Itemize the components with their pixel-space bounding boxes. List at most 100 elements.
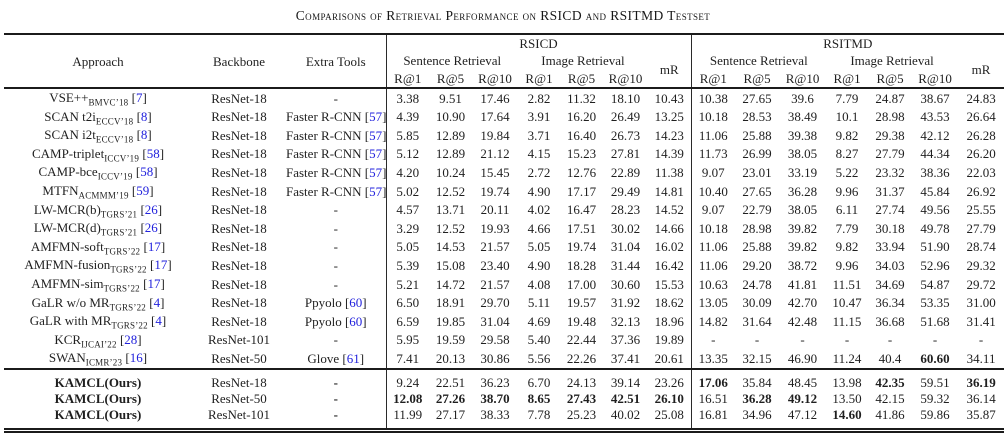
metric-cell: - (887, 332, 893, 348)
citation-link[interactable]: 26 (144, 220, 158, 236)
approach-venue: TGRS’22 (111, 320, 148, 331)
citation-link[interactable]: 57 (369, 164, 383, 180)
approach-venue: TGRS’22 (110, 264, 147, 275)
approach-venue: TGRS’22 (109, 302, 146, 313)
metric-cell: 12.08 (385, 390, 429, 407)
approach-cell: LW-MCR(d)TGRS’21 [26] (33, 220, 163, 238)
table-row: AMFMN-simTGRS’22 [17] ResNet-18 - 5.21 14.72… (4, 274, 1004, 294)
approach-venue: TGRS’22 (103, 283, 140, 294)
citation-link[interactable]: 16 (129, 350, 143, 366)
table-row: GaLR with MRTGRS’22 [4] ResNet-18 Ppyolo [… (4, 312, 1004, 331)
metric-cell: 18.62 (654, 295, 684, 311)
paper-table-figure: Comparisons of Retrieval Performance on … (4, 8, 1005, 433)
metric-cell: 27.17 (435, 406, 466, 422)
backbone-cell: ResNet-18 (211, 257, 267, 273)
metric-cell: 36.19 (966, 374, 996, 390)
metric-cell: 25.88 (742, 127, 772, 143)
metric-cell: 26.10 (654, 390, 684, 406)
subheader-rsicd-mr: mR (659, 62, 679, 77)
metric-cell: 24.78 (742, 276, 772, 292)
approach-venue: TGRS’21 (100, 227, 138, 238)
metric-cell: 45.84 (920, 183, 950, 199)
citation-link[interactable]: 58 (146, 145, 160, 161)
metric-cell: 38.05 (787, 202, 818, 218)
citation-link[interactable]: 8 (140, 108, 148, 124)
citation-link[interactable]: 4 (153, 294, 161, 310)
metric-cell: 27.43 (566, 390, 597, 406)
citation-link[interactable]: 57 (369, 146, 383, 162)
metric-cell: 29.70 (480, 295, 510, 311)
citation-link[interactable]: 59 (136, 182, 150, 198)
metric-cell: 17.00 (566, 276, 597, 292)
col-header-extra-tools: Extra Tools (305, 53, 366, 69)
citation-link[interactable]: 17 (147, 275, 161, 291)
metric-cell: - (844, 332, 850, 348)
extra-tools-cell: Faster R-CNN [57] (286, 183, 386, 199)
backbone-cell: ResNet-18 (211, 239, 267, 255)
approach-cell: KAMCL(Ours) (4, 391, 192, 407)
metric-cell: 22.79 (742, 202, 772, 218)
metric-cell: 23.40 (480, 257, 510, 273)
metric-cell: 44.34 (920, 146, 950, 162)
backbone-cell: ResNet-18 (211, 164, 267, 180)
citation-link[interactable]: 17 (147, 238, 161, 254)
header-row-subgroups: Sentence Retrieval Image Retrieval mR Se… (4, 52, 1004, 77)
citation-link[interactable]: 57 (369, 183, 383, 199)
metric-cell: 25.23 (566, 406, 597, 422)
citation-link[interactable]: 57 (369, 109, 383, 125)
metric-cell: 10.24 (435, 164, 466, 180)
citation-link[interactable]: 61 (346, 350, 360, 366)
approach-venue: TGRS’22 (103, 246, 141, 257)
metric-cell: 42.51 (610, 390, 641, 406)
citation-link[interactable]: 17 (154, 257, 168, 273)
approach-name: SCAN t2i (44, 108, 96, 124)
metric-cell: 12.52 (435, 220, 466, 236)
metric-cell: 22.03 (966, 164, 996, 180)
citation-link[interactable]: 60 (349, 313, 363, 329)
approach-venue: ICMR’23 (85, 357, 123, 368)
approach-venue: BMVC’18 (88, 97, 129, 108)
metric-cell: 4.66 (527, 220, 551, 236)
citation-link[interactable]: 57 (369, 127, 383, 143)
metric-cell: 17.64 (480, 109, 510, 125)
metric-cell: 13.25 (654, 109, 684, 125)
metric-cell: 28.98 (742, 220, 772, 236)
extra-tools-cell: Ppyolo [60] (304, 295, 367, 311)
metric-cell: 10.43 (654, 90, 684, 106)
col-header-r5: R@5 (876, 70, 904, 86)
metric-cell: 26.64 (966, 109, 996, 125)
metric-cell: 30.86 (480, 350, 510, 366)
col-header-r1: R@1 (385, 69, 429, 88)
metric-cell: 3.38 (385, 88, 429, 108)
metric-cell: 6.70 (527, 374, 551, 390)
citation-link[interactable]: 4 (155, 313, 162, 329)
citation-link[interactable]: 28 (124, 331, 138, 347)
citation-link[interactable]: 58 (140, 164, 154, 180)
metric-cell: 11.51 (832, 276, 862, 292)
approach-cell: SWANICMR’23 [16] (48, 350, 148, 368)
metric-cell: 26.20 (966, 146, 996, 162)
approach-name: VSE++ (49, 90, 89, 105)
metric-cell: 7.41 (385, 349, 429, 369)
extra-tools-cell: - (333, 202, 338, 218)
citation-link[interactable]: 8 (140, 127, 148, 143)
metric-cell: 35.87 (966, 406, 996, 422)
col-header-r5: R@5 (436, 70, 465, 86)
metric-cell: 19.57 (566, 295, 597, 311)
metric-cell: 51.68 (920, 313, 950, 329)
metric-cell: 11.32 (567, 90, 596, 106)
metric-cell: 5.02 (385, 181, 429, 201)
approach-cell: LW-MCR(b)TGRS’21 [26] (33, 201, 163, 220)
metric-cell: 18.91 (435, 295, 466, 311)
subheader-rsitmd-sentence-retrieval: Sentence Retrieval (690, 52, 827, 69)
metric-cell: 30.60 (610, 276, 641, 292)
citation-link[interactable]: 26 (144, 201, 158, 217)
col-header-r5: R@5 (743, 70, 771, 86)
metric-cell: 10.18 (690, 107, 736, 127)
metric-cell: 9.96 (835, 257, 859, 273)
citation-link[interactable]: 60 (349, 295, 363, 311)
metric-cell: 30.02 (610, 220, 641, 236)
metric-cell: 34.03 (875, 257, 905, 273)
metric-cell: 42.48 (787, 313, 818, 329)
citation-link[interactable]: 7 (135, 90, 143, 105)
